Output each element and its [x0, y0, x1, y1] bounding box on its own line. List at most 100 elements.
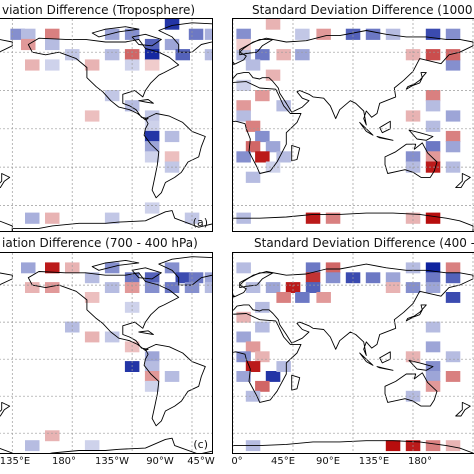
data-cell [405, 212, 421, 224]
coastline [291, 144, 301, 162]
map-svg-a [0, 19, 212, 231]
map-svg-d [233, 253, 474, 453]
map-svg-c [0, 253, 212, 453]
data-cell [255, 151, 270, 163]
coastline [455, 173, 471, 189]
data-cell [245, 171, 261, 183]
coastline [131, 33, 162, 47]
data-cell [285, 282, 301, 293]
coastline [379, 120, 391, 134]
coastline [0, 173, 11, 189]
data-cell [255, 380, 270, 392]
data-cell [144, 110, 160, 122]
coastline [158, 22, 212, 53]
panel-title-d: Standard Deviation Difference (400 - [254, 236, 474, 250]
lon-tick-d-3: 135°E [358, 456, 390, 467]
data-cell [84, 59, 100, 71]
lon-tick-c-3: 90°W [146, 456, 174, 467]
data-cell [255, 351, 270, 363]
data-cell [184, 282, 200, 293]
coastline [233, 81, 302, 174]
data-cell [65, 49, 80, 61]
data-cell [385, 272, 401, 284]
data-cell [144, 151, 160, 163]
coastline [0, 272, 13, 286]
data-cell [445, 440, 461, 452]
data-cell [144, 59, 160, 71]
data-cell [84, 110, 100, 122]
data-cell [45, 430, 60, 442]
data-cell [255, 301, 270, 313]
data-cell [124, 282, 140, 293]
map-panel-b [232, 18, 474, 232]
data-cell [164, 371, 180, 382]
data-cell [425, 49, 441, 61]
data-cell [84, 331, 100, 343]
data-cell [265, 19, 281, 30]
data-cell [84, 292, 100, 303]
data-cell [255, 130, 270, 143]
data-cell [425, 380, 441, 392]
data-cell [276, 49, 291, 61]
coastline [408, 359, 434, 371]
data-cell [305, 262, 321, 274]
data-cell [25, 212, 40, 224]
data-cell [445, 59, 461, 71]
data-cell [104, 262, 120, 274]
data-cell [124, 100, 140, 112]
data-cell [84, 272, 100, 284]
data-cell [255, 90, 270, 102]
data-cell [265, 371, 281, 382]
coastline [0, 220, 13, 231]
data-cell [425, 151, 441, 163]
lon-tick-d-4: 180° [407, 456, 433, 467]
data-cell [316, 292, 331, 303]
data-cell [104, 28, 120, 40]
data-cell [445, 130, 461, 143]
data-cell [164, 19, 180, 30]
data-cell [295, 49, 310, 61]
data-cell [144, 130, 160, 143]
coastline [408, 129, 434, 141]
data-cell [405, 262, 421, 274]
data-cell [25, 282, 40, 293]
data-cell [405, 351, 421, 363]
data-cell [21, 262, 36, 274]
data-cell [245, 120, 261, 132]
coastline [138, 99, 154, 104]
data-cell [164, 38, 180, 51]
data-cell [104, 90, 120, 102]
data-cell [236, 262, 251, 274]
data-cell [144, 49, 160, 61]
data-cell [25, 440, 40, 452]
data-cell [305, 282, 321, 293]
data-cell [245, 282, 261, 293]
data-cell [236, 371, 251, 382]
data-cell [245, 341, 261, 353]
coastline [233, 30, 474, 126]
lon-tick-d-2: 90°E [315, 456, 341, 467]
coastline [405, 304, 427, 322]
data-cell [45, 212, 60, 224]
data-cell [45, 282, 60, 293]
data-cell [65, 321, 80, 333]
coastline [11, 210, 212, 231]
data-cell [236, 79, 251, 91]
data-cell [405, 49, 421, 61]
coastline [0, 39, 13, 53]
data-cell [425, 28, 441, 40]
data-cell [45, 28, 60, 40]
coastline [91, 259, 140, 271]
data-cell [325, 272, 341, 284]
data-cell [204, 282, 212, 293]
data-cell [236, 110, 251, 122]
data-cell [445, 262, 461, 274]
data-cell [45, 38, 60, 51]
data-cell [245, 59, 261, 71]
data-cell [425, 212, 441, 224]
data-cell [276, 292, 291, 303]
map-svg-b [233, 19, 474, 231]
data-cell [265, 141, 281, 153]
coastline [291, 374, 301, 391]
data-cell [188, 28, 204, 40]
